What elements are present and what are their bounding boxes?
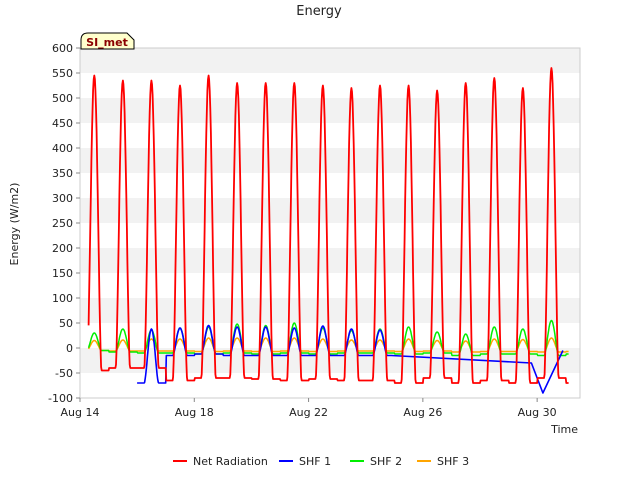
series-lines xyxy=(87,67,569,394)
y-tick-label: 100 xyxy=(52,292,73,305)
y-tick-label: 450 xyxy=(52,117,73,130)
legend-label: SHF 3 xyxy=(437,455,469,468)
y-axis-ticks: -100 -50 0 50 100 150 200 250 300 350 400 450 500 550… xyxy=(48,42,80,405)
x-tick-label: Aug 14 xyxy=(61,406,100,419)
legend-item: SHF 1 xyxy=(279,455,331,468)
x-tick-label: Aug 30 xyxy=(518,406,557,419)
y-tick-label: 300 xyxy=(52,192,73,205)
chart-title: Energy xyxy=(296,4,342,19)
legend-label: SHF 1 xyxy=(299,455,331,468)
legend: Net Radiation SHF 1 SHF 2 SHF 3 xyxy=(173,455,469,468)
legend-item: SHF 3 xyxy=(417,455,469,468)
grid-bands xyxy=(80,48,580,398)
x-tick-label: Aug 22 xyxy=(289,406,328,419)
grid-band xyxy=(80,273,580,298)
net-radiation-line xyxy=(87,67,569,384)
y-tick-label: -100 xyxy=(48,392,73,405)
y-tick-label: 250 xyxy=(52,217,73,230)
grid-band xyxy=(80,98,580,123)
grid-band xyxy=(80,198,580,223)
x-tick-label: Aug 18 xyxy=(175,406,214,419)
y-tick-label: 50 xyxy=(59,317,73,330)
y-tick-label: -50 xyxy=(55,367,73,380)
legend-item: Net Radiation xyxy=(173,455,268,468)
x-axis-label: Time xyxy=(550,423,578,436)
y-tick-label: 600 xyxy=(52,42,73,55)
grid-band xyxy=(80,73,580,98)
grid-band xyxy=(80,248,580,273)
grid-band xyxy=(80,48,580,73)
y-tick-label: 500 xyxy=(52,92,73,105)
y-tick-label: 0 xyxy=(66,342,73,355)
grid-band xyxy=(80,223,580,248)
y-axis-label: Energy (W/m2) xyxy=(8,183,21,266)
legend-item: SHF 2 xyxy=(350,455,402,468)
y-tick-label: 350 xyxy=(52,167,73,180)
grid-band xyxy=(80,123,580,148)
y-tick-label: 400 xyxy=(52,142,73,155)
y-tick-label: 150 xyxy=(52,267,73,280)
legend-label: SHF 2 xyxy=(370,455,402,468)
site-label-box: SI_met xyxy=(80,32,135,50)
x-axis-ticks: Aug 14 Aug 18 Aug 22 Aug 26 Aug 30 xyxy=(61,398,557,419)
site-label-text: SI_met xyxy=(86,36,128,49)
grid-band xyxy=(80,298,580,323)
legend-label: Net Radiation xyxy=(193,455,268,468)
y-tick-label: 200 xyxy=(52,242,73,255)
y-tick-label: 550 xyxy=(52,67,73,80)
x-tick-label: Aug 26 xyxy=(403,406,442,419)
shf-1-line xyxy=(136,324,564,394)
